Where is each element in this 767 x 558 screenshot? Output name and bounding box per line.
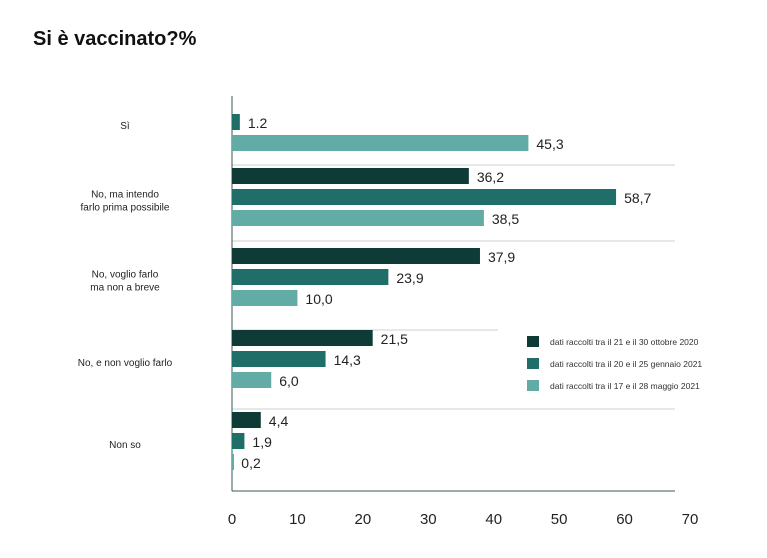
legend-label: dati raccolti tra il 21 e il 30 ottobre … [550,337,699,347]
data-label: 14,3 [334,352,361,368]
bar [232,135,529,151]
bar [232,454,234,470]
x-tick-label: 10 [289,511,306,528]
bar [232,372,272,388]
data-label: 6,0 [279,373,299,389]
category-label: farlo prima possibile [81,203,170,214]
category-label: ma non a breve [90,283,160,294]
data-label: 45,3 [536,136,563,152]
legend-swatch [527,336,539,347]
data-label: 21,5 [381,331,408,347]
legend-swatch [527,358,539,369]
data-label: 23,9 [396,270,423,286]
x-tick-label: 60 [616,511,633,528]
bar [232,168,469,184]
x-tick-label: 50 [551,511,568,528]
legend-swatch [527,380,539,391]
category-label: No, voglio farlo [92,270,159,281]
category-label: Non so [109,440,141,451]
bar [232,210,484,226]
category-label: No, e non voglio farlo [78,358,173,369]
chart-title: Si è vaccinato?% [33,28,197,50]
category-label: Sì [120,121,130,132]
bar [232,433,245,449]
category-label: No, ma intendo [91,190,159,201]
x-tick-label: 70 [682,511,699,528]
data-label: 4,4 [269,413,289,429]
legend-label: dati raccolti tra il 20 e il 25 gennaio … [550,359,702,369]
data-label: 38,5 [492,211,519,227]
bar [232,189,617,205]
bar [232,330,373,346]
bar [232,248,480,264]
x-tick-label: 30 [420,511,437,528]
x-tick-label: 0 [228,511,236,528]
bar [232,114,240,130]
legend-label: dati raccolti tra il 17 e il 28 maggio 2… [550,381,700,391]
data-label: 10,0 [305,291,332,307]
x-tick-label: 40 [485,511,502,528]
data-label: 37,9 [488,249,515,265]
data-label: 58,7 [624,190,651,206]
data-label: 1,9 [252,434,272,450]
data-label: 1.2 [248,115,268,131]
bar [232,412,261,428]
x-tick-label: 20 [355,511,372,528]
data-label: 36,2 [477,169,504,185]
bar [232,269,389,285]
data-label: 0,2 [241,455,261,471]
bar [232,290,298,306]
bar [232,351,326,367]
